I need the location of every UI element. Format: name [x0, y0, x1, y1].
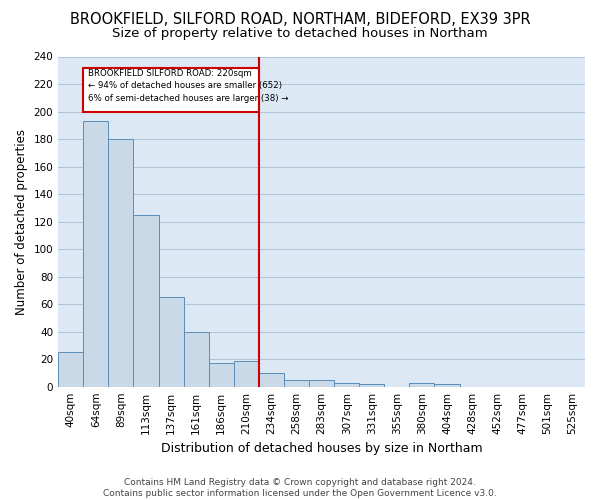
Bar	[284, 380, 309, 386]
Bar	[83, 121, 109, 386]
Text: Size of property relative to detached houses in Northam: Size of property relative to detached ho…	[112, 28, 488, 40]
Bar	[234, 360, 259, 386]
Bar	[184, 332, 209, 386]
Bar	[309, 380, 334, 386]
Text: Contains HM Land Registry data © Crown copyright and database right 2024.
Contai: Contains HM Land Registry data © Crown c…	[103, 478, 497, 498]
Bar	[209, 364, 234, 386]
Text: BROOKFIELD SILFORD ROAD: 220sqm
← 94% of detached houses are smaller (652)
6% of: BROOKFIELD SILFORD ROAD: 220sqm ← 94% of…	[88, 68, 288, 102]
Bar	[109, 139, 133, 386]
Bar	[359, 384, 385, 386]
X-axis label: Distribution of detached houses by size in Northam: Distribution of detached houses by size …	[161, 442, 482, 455]
Bar	[334, 382, 359, 386]
Bar	[259, 373, 284, 386]
Text: BROOKFIELD, SILFORD ROAD, NORTHAM, BIDEFORD, EX39 3PR: BROOKFIELD, SILFORD ROAD, NORTHAM, BIDEF…	[70, 12, 530, 28]
Y-axis label: Number of detached properties: Number of detached properties	[15, 128, 28, 314]
Bar	[83, 68, 259, 112]
Bar	[133, 214, 158, 386]
Bar	[434, 384, 460, 386]
Bar	[158, 298, 184, 386]
Bar	[409, 382, 434, 386]
Bar	[58, 352, 83, 386]
